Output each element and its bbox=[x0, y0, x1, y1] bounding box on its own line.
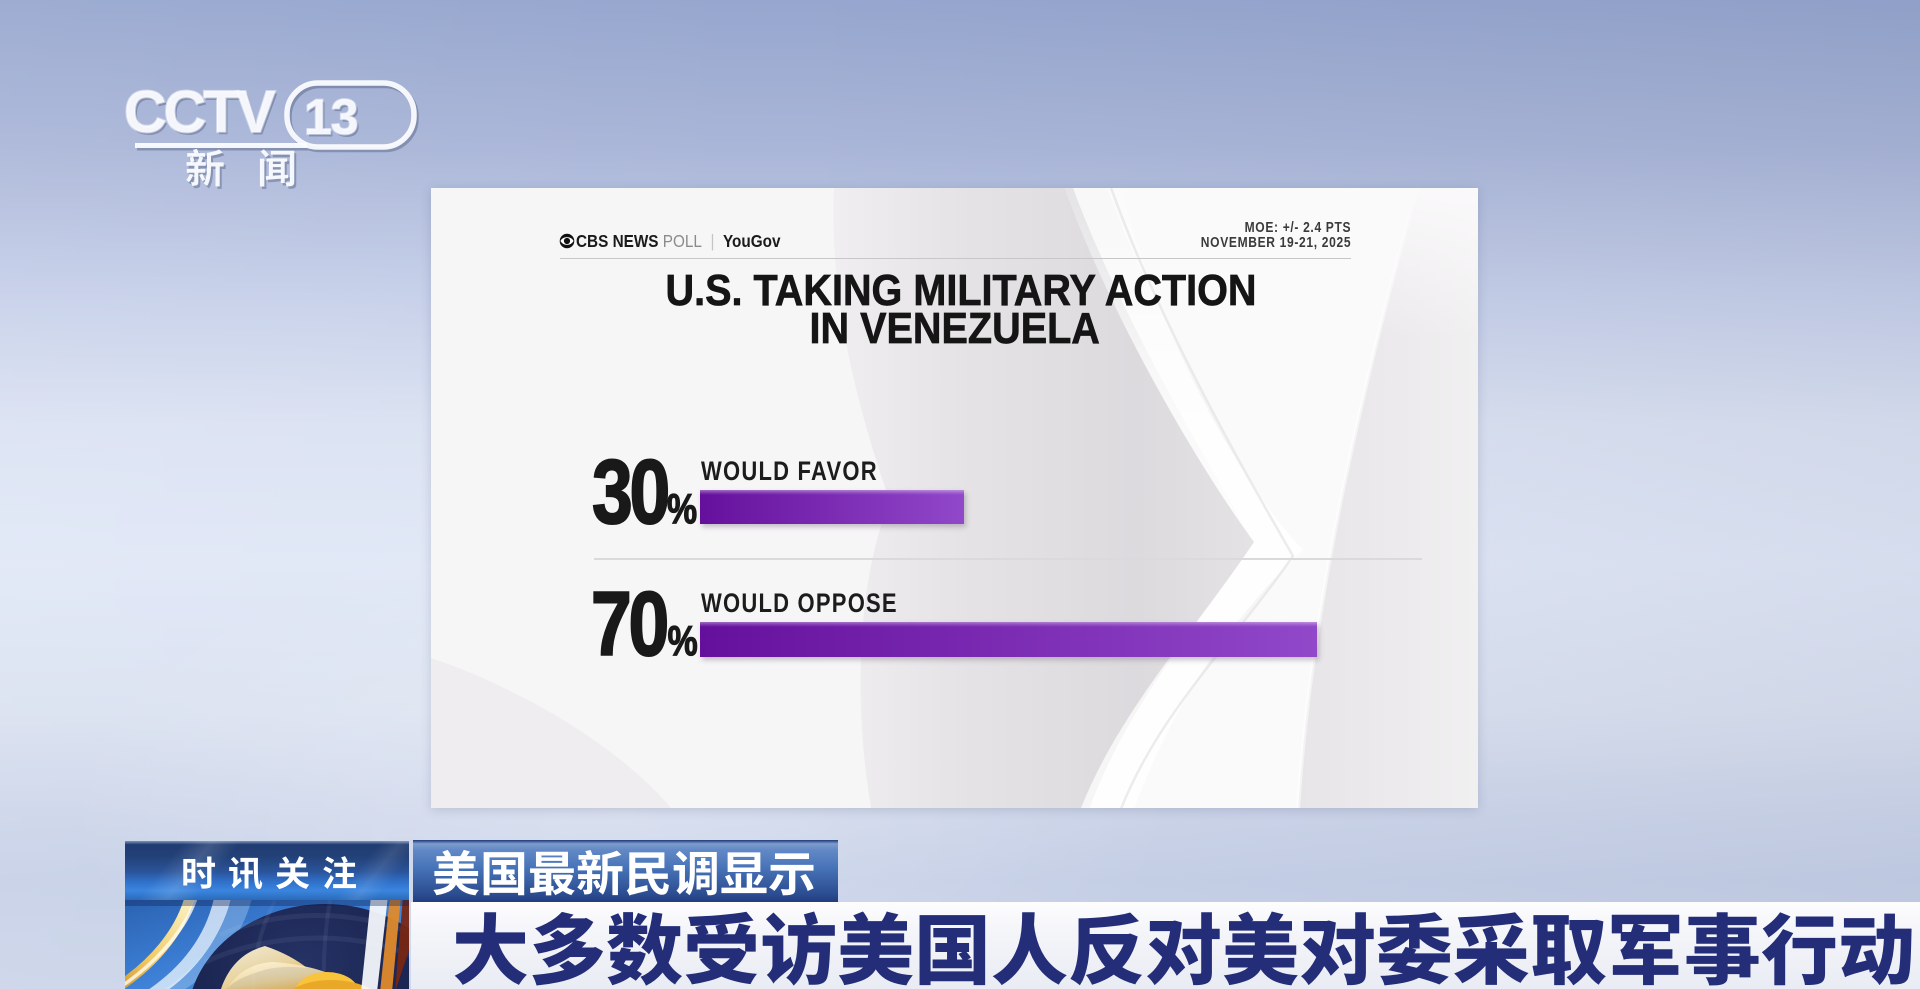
svg-text:CCTV: CCTV bbox=[126, 82, 277, 148]
svg-text:13: 13 bbox=[306, 92, 360, 148]
svg-text:13: 13 bbox=[304, 89, 358, 145]
svg-text:CCTV: CCTV bbox=[124, 79, 275, 145]
